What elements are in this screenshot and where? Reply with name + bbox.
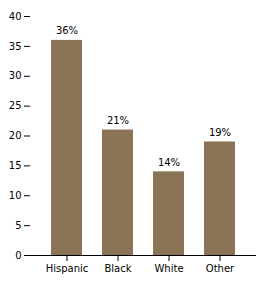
svg-text:14%: 14% [158,157,180,168]
svg-text:30: 30 [9,70,22,81]
svg-text:Other: Other [206,263,235,274]
svg-text:Black: Black [104,263,131,274]
svg-text:White: White [154,263,183,274]
svg-text:21%: 21% [107,115,129,126]
svg-text:19%: 19% [209,127,231,138]
svg-text:40: 40 [9,11,22,22]
svg-text:35: 35 [9,41,22,52]
svg-text:0: 0 [15,250,21,261]
svg-text:Hispanic: Hispanic [46,263,89,274]
svg-text:20: 20 [9,130,22,141]
svg-text:10: 10 [9,190,22,201]
svg-text:15: 15 [9,160,22,171]
svg-text:36%: 36% [56,25,78,36]
svg-text:5: 5 [15,220,21,231]
svg-text:25: 25 [9,100,22,111]
